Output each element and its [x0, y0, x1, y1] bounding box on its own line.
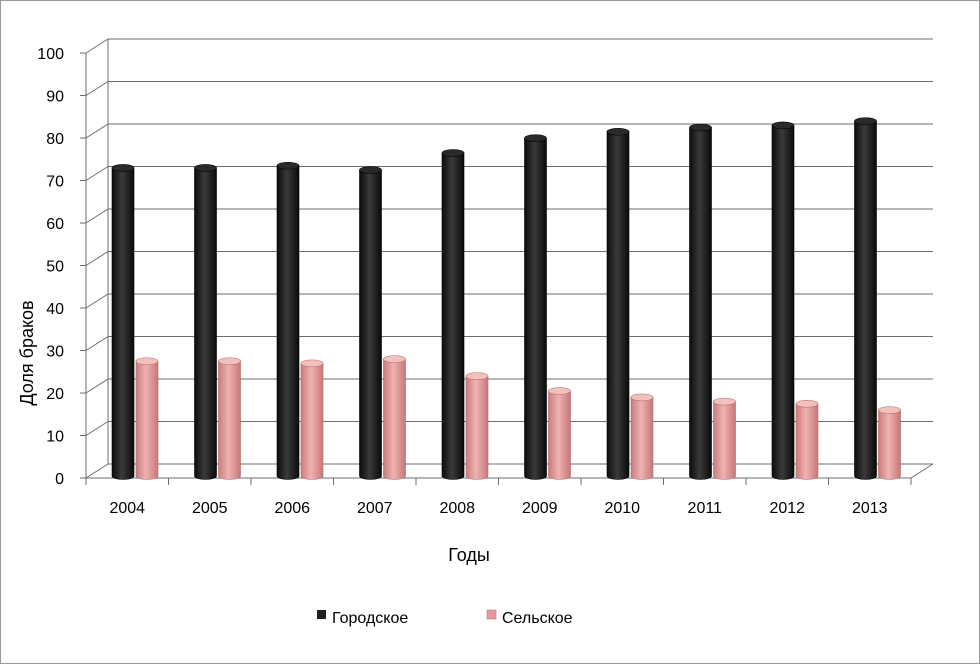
bar-series-1: [441, 152, 465, 480]
bar-series-1: [359, 169, 382, 480]
bar-series-2: [548, 390, 571, 480]
bar-top-series-2: [795, 399, 819, 408]
bar-top-series-2: [465, 372, 489, 380]
gridline-side: [85, 463, 109, 479]
gridline-side: [85, 293, 109, 309]
bar-top-series-1: [194, 164, 217, 172]
legend-item-series-1: Городское: [317, 610, 408, 627]
x-tick-label: 2004: [109, 500, 145, 517]
bar-series-2: [630, 397, 654, 480]
x-tick-label: 2013: [852, 500, 888, 517]
y-axis-title: Доля браков: [17, 300, 37, 405]
y-tick-label: 70: [46, 174, 64, 191]
x-tick-label: 2006: [274, 500, 310, 517]
grid-layer: [85, 38, 933, 479]
y-tick-label: 60: [46, 216, 64, 233]
bar-top-series-1: [689, 123, 712, 132]
x-axis-title: Годы: [448, 545, 490, 565]
gridline-side: [85, 378, 109, 394]
bar-top-series-1: [359, 166, 382, 174]
y-tick-label: 20: [46, 386, 64, 403]
bar-series-2: [135, 360, 159, 480]
gridline-side: [85, 336, 109, 351]
legend-item-series-2: Сельское: [486, 609, 573, 627]
bars-layer: [111, 117, 901, 480]
gridline-side: [85, 38, 109, 54]
bar-series-1: [689, 127, 712, 480]
bar-series-2: [713, 401, 736, 480]
gridline-side: [85, 251, 109, 266]
gridline-side: [85, 421, 109, 436]
gridline-side: [85, 123, 109, 139]
bar-series-1: [524, 137, 547, 480]
bar-top-series-1: [771, 121, 795, 130]
bar-top-series-1: [606, 127, 630, 136]
legend: Городское Сельское: [317, 609, 573, 627]
bar-series-1: [606, 131, 630, 480]
legend-swatch-series-2: [486, 609, 497, 620]
bar-top-series-1: [524, 134, 547, 142]
legend-label-series-2: Сельское: [502, 610, 573, 627]
x-tick-label: 2005: [192, 500, 228, 517]
bar-top-series-1: [276, 161, 300, 170]
bar-top-series-1: [441, 149, 465, 157]
y-tick-label: 90: [46, 89, 64, 106]
gridline-side: [85, 166, 109, 181]
y-tick-label: 40: [46, 301, 64, 318]
bar-top-series-2: [713, 397, 736, 406]
bar-series-2: [218, 360, 241, 480]
y-tick-label: 80: [46, 131, 64, 148]
bar-top-series-2: [135, 357, 159, 366]
bar-top-series-2: [300, 359, 324, 368]
floor-edge: [910, 463, 934, 479]
bar-top-series-2: [383, 355, 406, 363]
x-tick-label: 2012: [769, 500, 805, 517]
bar-series-1: [771, 125, 795, 480]
bar-top-series-2: [548, 387, 571, 395]
gridline-side: [85, 208, 109, 224]
bar-series-2: [465, 375, 489, 480]
bar-series-1: [854, 120, 877, 480]
x-tick-label: 2010: [604, 500, 640, 517]
bar-top-series-1: [854, 117, 877, 125]
labels-layer: 0 10 20 30 40 50 60 70 80 90 100 2004 2005 2006 2007 20…: [37, 46, 887, 517]
y-tick-label: 0: [55, 471, 64, 488]
bar-series-1: [276, 165, 300, 480]
x-tick-label: 2011: [688, 500, 723, 517]
bar-top-series-2: [218, 357, 241, 366]
bar-series-2: [795, 403, 819, 480]
bar-series-1: [194, 167, 217, 480]
bar-series-1: [111, 167, 135, 480]
x-tick-label: 2007: [357, 500, 393, 517]
x-tick-label: 2008: [439, 500, 475, 517]
y-tick-label: 100: [37, 46, 64, 63]
y-tick-label: 10: [46, 429, 64, 446]
bar-top-series-1: [111, 164, 135, 172]
bar-top-series-2: [630, 393, 654, 402]
bar-series-2: [383, 358, 406, 480]
bar-series-2: [878, 409, 901, 480]
legend-label-series-1: Городское: [332, 610, 408, 627]
y-tick-label: 50: [46, 259, 64, 276]
legend-swatch-series-1: [317, 610, 326, 619]
y-tick-label: 30: [46, 344, 64, 361]
bar-series-2: [300, 363, 324, 480]
gridline-side: [85, 81, 109, 96]
bar-top-series-2: [878, 406, 901, 414]
x-tick-label: 2009: [522, 500, 558, 517]
